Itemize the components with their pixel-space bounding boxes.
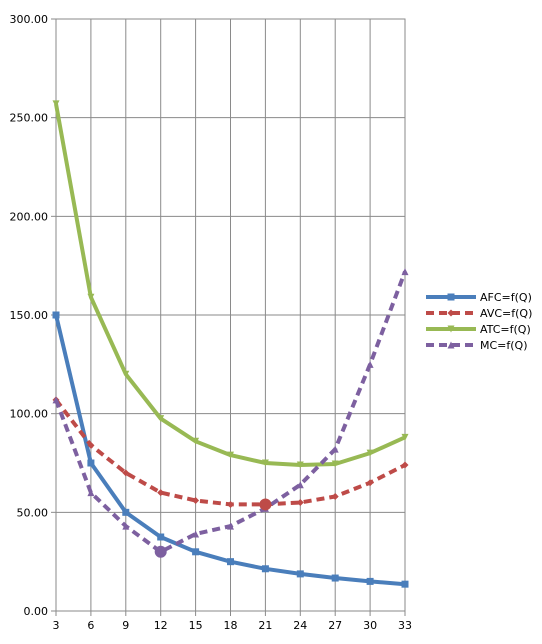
- y-tick-label: 250.00: [10, 112, 49, 125]
- series-afc: [52, 311, 409, 588]
- data-point: [157, 533, 165, 541]
- data-point: [296, 498, 304, 506]
- x-tick-label: 24: [293, 619, 307, 632]
- data-point: [192, 530, 200, 538]
- y-tick-label: 150.00: [10, 309, 49, 322]
- legend-item: AFC=f(Q): [426, 291, 532, 304]
- data-point: [296, 481, 304, 489]
- data-point: [366, 577, 374, 585]
- data-point: [331, 445, 339, 453]
- data-point: [192, 437, 200, 445]
- data-point: [401, 268, 409, 276]
- data-point: [52, 311, 60, 319]
- series-group: [52, 100, 409, 588]
- y-tick-label: 50.00: [17, 506, 49, 519]
- data-point: [447, 325, 455, 333]
- legend-item: ATC=f(Q): [426, 323, 531, 336]
- data-point: [447, 309, 455, 317]
- data-point: [331, 574, 339, 582]
- data-point: [401, 433, 409, 441]
- data-point: [366, 449, 374, 457]
- x-tick-label: 33: [398, 619, 412, 632]
- data-point: [261, 459, 269, 467]
- data-point: [52, 396, 60, 404]
- data-point: [261, 565, 269, 573]
- data-point: [366, 479, 374, 487]
- data-point: [87, 459, 95, 467]
- legend-label: ATC=f(Q): [480, 323, 531, 336]
- legend-item: AVC=f(Q): [426, 307, 532, 320]
- data-point: [192, 548, 200, 556]
- series-avc: [52, 396, 409, 508]
- data-point: [296, 570, 304, 578]
- legend: AFC=f(Q) AVC=f(Q) ATC=f(Q) MC=f(Q): [426, 291, 532, 352]
- data-point: [296, 461, 304, 469]
- data-point: [227, 558, 234, 566]
- data-point: [87, 441, 95, 449]
- y-tick-label: 0.00: [24, 605, 49, 618]
- y-tick-label: 200.00: [10, 210, 49, 223]
- highlight-point: [154, 545, 167, 558]
- data-point: [157, 489, 165, 497]
- x-tick-label: 15: [189, 619, 203, 632]
- data-point: [122, 469, 130, 477]
- data-point: [331, 460, 339, 468]
- x-tick-label: 27: [328, 619, 342, 632]
- data-point: [192, 496, 200, 504]
- data-point: [122, 508, 130, 516]
- series-atc: [52, 100, 409, 469]
- x-tick-label: 18: [224, 619, 238, 632]
- data-point: [447, 341, 455, 349]
- grid-lines: [51, 18, 406, 616]
- data-point: [87, 293, 95, 301]
- data-point: [447, 293, 455, 301]
- legend-item: MC=f(Q): [426, 339, 528, 352]
- legend-label: AFC=f(Q): [480, 291, 532, 304]
- data-point: [52, 100, 60, 108]
- highlight-point: [259, 498, 272, 511]
- x-axis-ticks: 3 6 9 12 15 18 21 24 27 30 33: [53, 619, 413, 632]
- y-tick-label: 300.00: [10, 13, 49, 26]
- data-point: [87, 489, 95, 497]
- y-tick-label: 100.00: [10, 408, 49, 421]
- data-point: [227, 451, 234, 459]
- legend-label: AVC=f(Q): [480, 307, 532, 320]
- data-point: [157, 415, 165, 423]
- x-tick-label: 9: [122, 619, 129, 632]
- x-tick-label: 12: [154, 619, 168, 632]
- data-point: [331, 493, 339, 501]
- legend-label: MC=f(Q): [480, 339, 528, 352]
- x-tick-label: 3: [53, 619, 60, 632]
- x-tick-label: 30: [363, 619, 377, 632]
- data-point: [227, 500, 234, 508]
- data-point: [227, 522, 234, 530]
- data-point: [401, 580, 409, 588]
- y-axis-ticks: 0.00 50.00 100.00 150.00 200.00 250.00 300.00: [10, 13, 49, 618]
- data-point: [122, 522, 130, 530]
- data-point: [122, 370, 130, 378]
- data-point: [366, 360, 374, 368]
- x-tick-label: 21: [258, 619, 272, 632]
- data-point: [401, 461, 409, 469]
- x-tick-label: 6: [87, 619, 94, 632]
